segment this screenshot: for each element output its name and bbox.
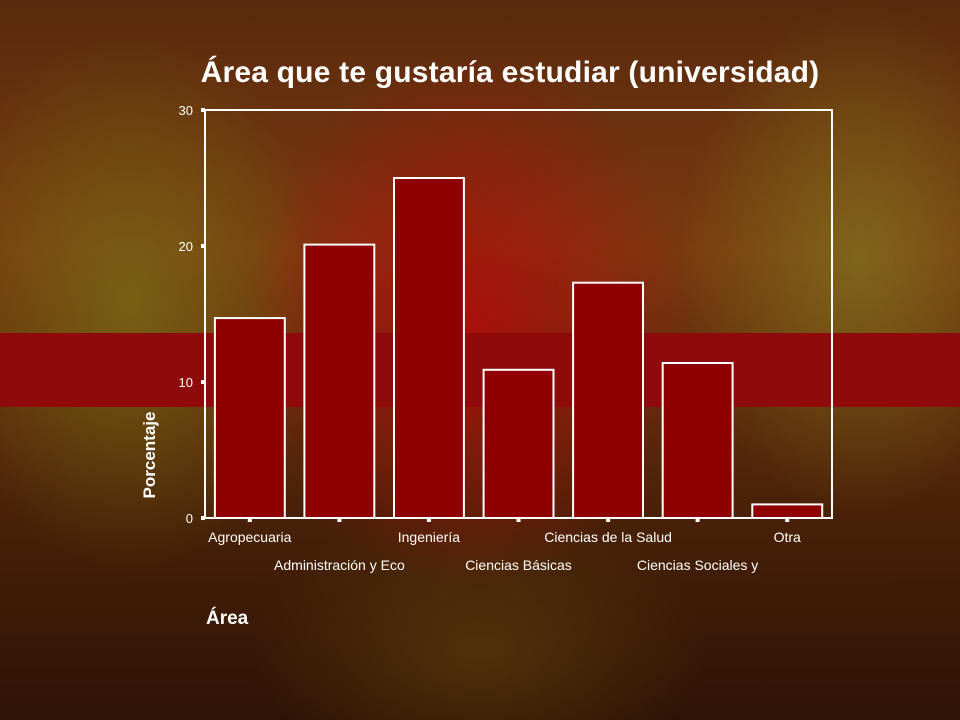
- y-tick-mark-0: [201, 516, 205, 520]
- x-tick-mark-5: [695, 518, 700, 522]
- bar-5: [661, 362, 734, 519]
- y-tick-mark-2: [201, 244, 205, 248]
- x-tick-label-5: Ciencias Sociales y: [637, 557, 758, 573]
- x-tick-label-0: Agropecuaria: [208, 529, 291, 545]
- chart-title: Área que te gustaría estudiar (universid…: [200, 56, 820, 89]
- bar-3: [482, 368, 555, 519]
- x-tick-mark-3: [516, 518, 521, 522]
- y-tick-mark-1: [201, 380, 205, 384]
- bars-group: [213, 177, 824, 520]
- x-tick-mark-6: [785, 518, 790, 522]
- y-tick-label-2: 20: [179, 239, 193, 254]
- x-tick-mark-4: [606, 518, 611, 522]
- y-tick-mark-3: [201, 108, 205, 112]
- x-tick-label-4: Ciencias de la Salud: [544, 529, 672, 545]
- x-tick-mark-0: [247, 518, 252, 522]
- bar-4: [572, 281, 644, 520]
- bar-0: [213, 317, 286, 519]
- y-axis-title: Porcentaje: [140, 411, 159, 499]
- y-ticks-group: 0 10 20 30: [179, 103, 205, 526]
- y-tick-label-1: 10: [179, 375, 193, 390]
- x-tick-label-3: Ciencias Básicas: [465, 557, 572, 573]
- bar-2: [393, 177, 465, 519]
- y-tick-label-3: 30: [179, 103, 193, 118]
- y-tick-label-0: 0: [186, 511, 193, 526]
- background-band: [0, 333, 960, 407]
- x-tick-label-1: Administración y Eco: [274, 557, 405, 573]
- x-axis-title: Área: [206, 608, 249, 629]
- x-tick-label-6: Otra: [774, 529, 801, 545]
- x-tick-mark-2: [426, 518, 431, 522]
- x-tick-mark-1: [337, 518, 342, 522]
- bar-6: [751, 503, 824, 519]
- x-ticks-group: Agropecuaria Administración y Eco Ingenier…: [208, 518, 801, 573]
- x-tick-label-2: Ingeniería: [398, 529, 460, 545]
- bar-1: [303, 243, 376, 519]
